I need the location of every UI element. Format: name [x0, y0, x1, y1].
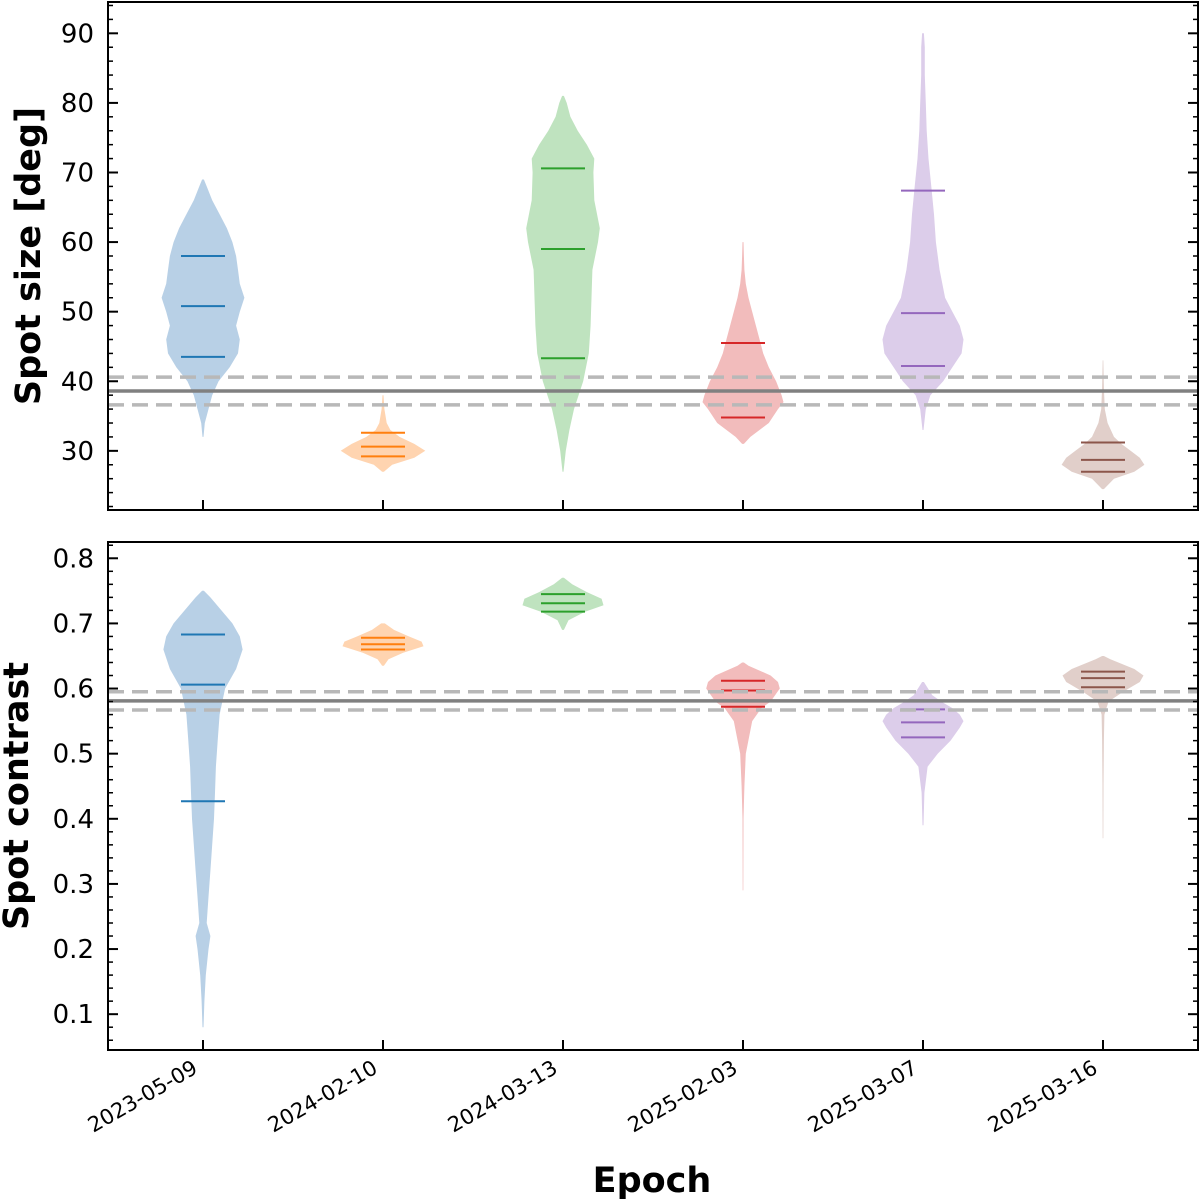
y-tick-label: 0.3 — [53, 870, 94, 900]
y-axis-title: Spot size [deg] — [9, 107, 49, 405]
y-tick-label: 90 — [61, 19, 94, 49]
y-tick-label: 0.5 — [53, 740, 94, 770]
y-tick-label: 60 — [61, 228, 94, 258]
violin-body-2023-05-09 — [163, 590, 243, 1028]
x-tick-label: 2025-03-07 — [804, 1056, 922, 1138]
y-axis-title: Spot contrast — [0, 662, 37, 930]
violin-body-2023-05-09 — [161, 179, 245, 437]
violin-body-2025-03-07 — [882, 33, 964, 431]
spot-size-panel: 30 40 50 60 70 80 90 Spot size [deg] — [9, 1, 1199, 511]
y-tick-label: 80 — [61, 89, 94, 119]
y-tick-label: 0.4 — [53, 805, 94, 835]
y-tick-label: 0.6 — [53, 675, 94, 705]
y-tick-label: 70 — [61, 158, 94, 188]
violin-body-2024-03-13 — [526, 95, 600, 472]
axes-frame — [107, 1, 1199, 511]
axes-frame — [107, 541, 1199, 1051]
violin-body-2025-02-03 — [706, 662, 780, 891]
y-tick-label: 40 — [61, 367, 94, 397]
x-tick-label: 2025-03-16 — [984, 1056, 1102, 1138]
x-tick-label: 2025-02-03 — [624, 1056, 742, 1138]
y-tick-label: 0.1 — [53, 1000, 94, 1030]
x-tick-label: 2024-02-10 — [264, 1056, 382, 1138]
y-tick-label: 0.7 — [53, 609, 94, 639]
y-tick-label: 0.2 — [53, 935, 94, 965]
spot-contrast-panel: 0.1 0.2 0.3 0.4 0.5 0.6 0.7 0.8 Spot contrast — [0, 541, 1199, 1051]
x-tick-label: 2024-03-13 — [444, 1056, 562, 1138]
y-tick-label: 0.8 — [53, 544, 94, 574]
x-axis-title: Epoch — [593, 1161, 712, 1200]
violin-body-2025-03-16 — [1062, 656, 1144, 839]
y-tick-label: 50 — [61, 298, 94, 328]
x-axis-ticks: 2023-05-09 2024-02-10 2024-03-13 2025-02-03… — [84, 1056, 1102, 1138]
violin-body-2025-03-16 — [1061, 360, 1145, 490]
y-tick-label: 30 — [61, 437, 94, 467]
x-tick-label: 2023-05-09 — [84, 1056, 202, 1138]
violin-body-2025-03-07 — [882, 682, 964, 826]
